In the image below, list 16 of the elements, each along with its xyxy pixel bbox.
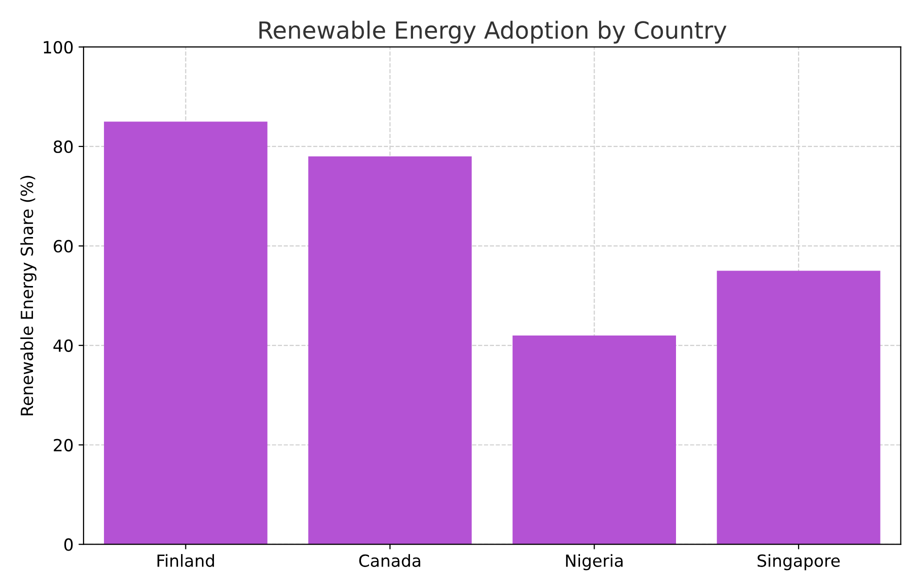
x-tick-label: Nigeria [566,554,623,570]
x-tick-label: Canada [359,554,420,567]
y-tick-label: 60 [54,240,73,252]
bar [716,270,880,544]
y-tick-label: 0 [64,538,73,551]
x-tick-label: Finland [158,554,214,567]
x-tick-label: Singapore [758,554,840,570]
chart-title: Renewable Energy Adoption by Country [259,20,726,44]
bar [104,122,268,544]
y-tick-label: 40 [53,339,73,352]
y-axis-title: Renewable Energy Share (%) [20,176,36,416]
y-tick-label: 100 [44,40,73,54]
y-tick-label: 20 [54,438,73,452]
bar [512,335,676,544]
bar [308,156,472,544]
y-tick-label: 80 [54,140,73,154]
